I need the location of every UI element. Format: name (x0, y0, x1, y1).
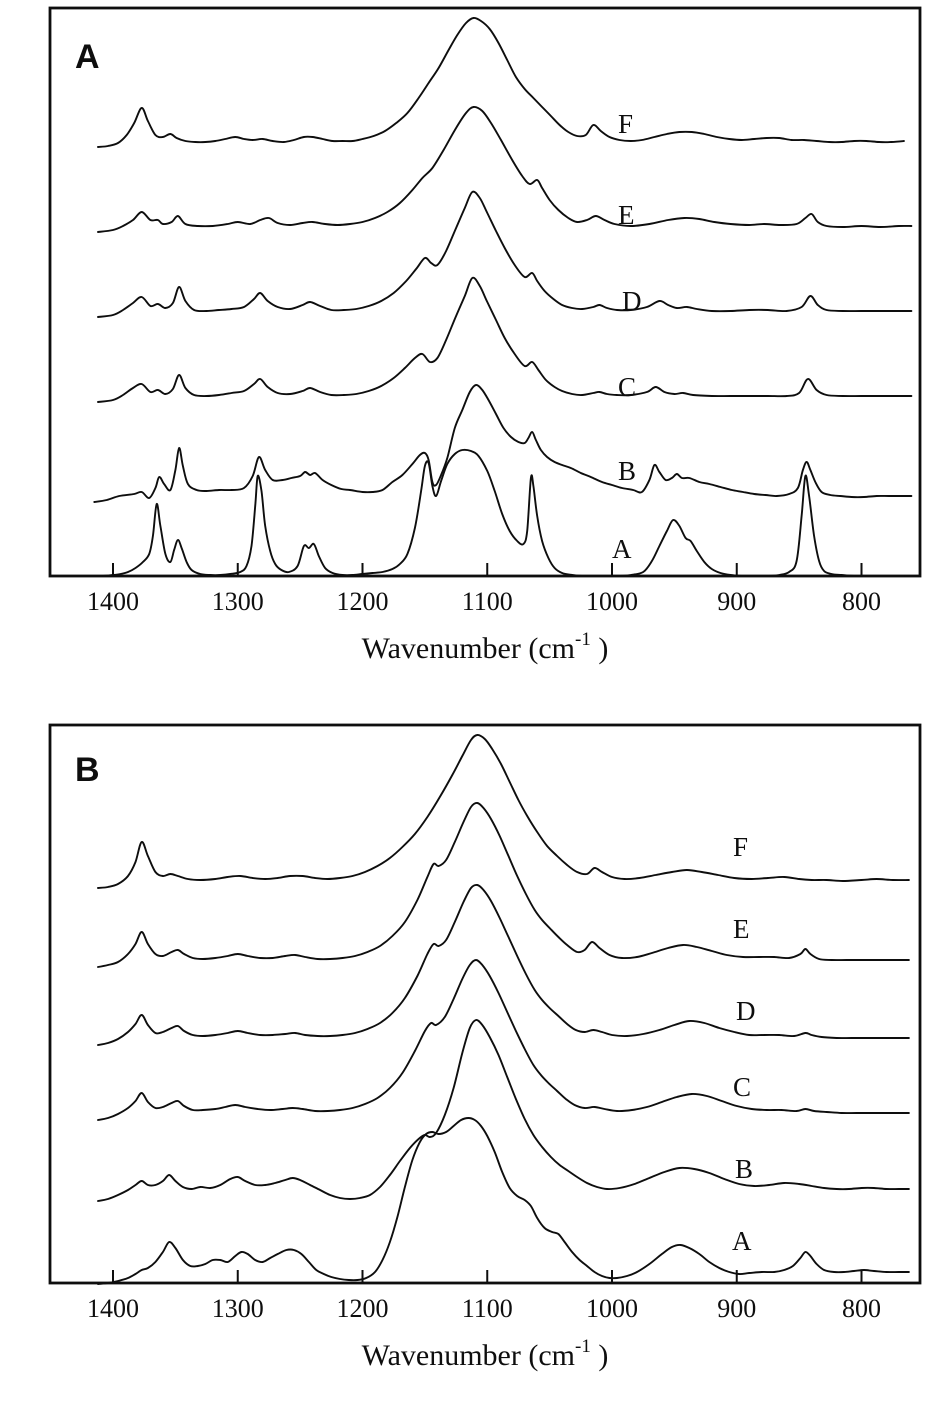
curve-label-a-A: A (612, 534, 632, 564)
spectrum-curve-b-C (97, 959, 910, 1121)
spectra-panel-a: 1400 1300 1200 1100 1000 900 800 Wavenumber (cm… (48, 6, 922, 665)
x-tick-label: 1100 (462, 1294, 513, 1323)
x-tick-label: 1000 (586, 1294, 638, 1323)
x-tick-label: 1200 (337, 587, 389, 616)
spectrum-curve-b-B (97, 1019, 910, 1202)
spectrum-curve-a-C (97, 276, 913, 403)
curve-label-b-F: F (733, 832, 748, 862)
spectrum-curve-a-A (102, 448, 905, 578)
curve-label-b-D: D (736, 996, 756, 1026)
curve-label-a-F: F (618, 109, 633, 139)
spectrum-curve-a-B (93, 384, 913, 503)
x-tick-label: 1400 (87, 587, 139, 616)
curve-label-a-D: D (622, 286, 642, 316)
curve-label-b-B: B (735, 1154, 753, 1184)
spectrum-curve-b-E (97, 802, 910, 968)
x-axis-title: Wavenumber (cm-1 ) (362, 1336, 609, 1372)
spectrum-curve-b-A (97, 1117, 910, 1285)
x-tick-label: 1300 (212, 1294, 264, 1323)
x-tick-label: 800 (842, 1294, 881, 1323)
x-tick-label: 900 (717, 587, 756, 616)
x-tick-label: 900 (717, 1294, 756, 1323)
x-tick-label: 800 (842, 587, 881, 616)
curve-label-a-C: C (618, 372, 636, 402)
curve-label-b-E: E (733, 914, 750, 944)
x-tick-label: 1200 (337, 1294, 389, 1323)
panel-label-b: B (75, 751, 100, 789)
curve-label-b-A: A (732, 1226, 752, 1256)
spectrum-curve-a-E (97, 106, 913, 233)
x-tick-label: 1100 (462, 587, 513, 616)
x-tick-label: 1400 (87, 1294, 139, 1323)
plot-frame (48, 6, 922, 578)
spectrum-curve-a-D (97, 190, 913, 318)
plot-frame (48, 723, 922, 1285)
curve-label-b-C: C (733, 1072, 751, 1102)
x-tick-label: 1300 (212, 587, 264, 616)
spectrum-curve-a-F (97, 17, 905, 148)
curve-label-a-E: E (618, 200, 635, 230)
spectrum-curve-b-D (97, 883, 910, 1046)
spectrum-curve-b-F (97, 734, 910, 889)
x-tick-label: 1000 (586, 587, 638, 616)
x-axis-title: Wavenumber (cm-1 ) (362, 629, 609, 665)
curve-label-a-B: B (618, 456, 636, 486)
panel-label-a: A (75, 38, 100, 76)
spectra-panel-b: 1400 1300 1200 1100 1000 900 800 Wavenumber (cm… (48, 723, 922, 1372)
